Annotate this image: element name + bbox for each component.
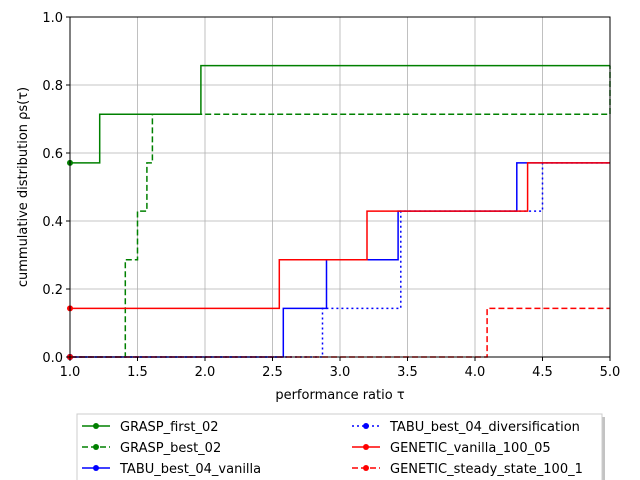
legend-label: GRASP_first_02 (120, 420, 219, 435)
y-tick-label: 1.0 (42, 11, 63, 26)
legend-label: TABU_best_04_vanilla (119, 462, 261, 477)
x-tick-label: 1.0 (60, 365, 81, 380)
y-tick-label: 0.4 (42, 215, 63, 230)
legend-label: GENETIC_vanilla_100_05 (390, 441, 551, 456)
y-tick-label: 0.0 (42, 351, 63, 366)
series-line-GENETIC_vanilla_100_05 (70, 162, 610, 310)
x-tick-label: 3.5 (397, 365, 418, 380)
x-tick-label: 5.0 (600, 365, 621, 380)
y-tick-label: 0.6 (42, 147, 63, 162)
series-line-GRASP_first_02 (70, 64, 610, 164)
x-tick-label: 2.5 (262, 365, 283, 380)
y-tick-label: 0.2 (42, 283, 63, 298)
legend-marker-GENETIC_steady_state_100_1 (363, 465, 369, 471)
x-axis-label: performance ratio τ (275, 388, 404, 403)
grid (69, 16, 611, 358)
legend-label: GENETIC_steady_state_100_1 (390, 462, 583, 477)
x-tick-label: 4.0 (465, 365, 486, 380)
y-tick-label: 0.8 (42, 79, 63, 94)
legend-marker-TABU_best_04_diversification (363, 423, 369, 429)
legend-box (76, 413, 603, 480)
x-tick-label: 1.5 (127, 365, 148, 380)
x-tick-label: 2.0 (195, 365, 216, 380)
legend: GRASP_first_02 GRASP_best_02 TABU_best_04_… (76, 413, 605, 480)
x-tick-label: 4.5 (532, 365, 553, 380)
legend-marker-GENETIC_vanilla_100_05 (363, 444, 369, 450)
ticks: 1.0 1.5 2.0 2.5 3.0 3.5 4.0 4.5 5.0 0.0 0.2 0.4 0.6 0… (42, 11, 620, 380)
series-line-TABU_best_04_diversification (70, 162, 610, 358)
legend-label: GRASP_best_02 (120, 441, 221, 456)
legend-marker-TABU_best_04_vanilla (93, 465, 99, 471)
y-axis-label: cummulative distribution ρs(τ) (16, 87, 31, 287)
legend-marker-GRASP_first_02 (93, 423, 99, 429)
x-tick-label: 3.0 (330, 365, 351, 380)
plot-lines (67, 64, 611, 360)
legend-marker-GRASP_best_02 (93, 444, 99, 450)
series-line-GRASP_best_02 (70, 65, 611, 358)
legend-label: TABU_best_04_diversification (389, 420, 580, 435)
